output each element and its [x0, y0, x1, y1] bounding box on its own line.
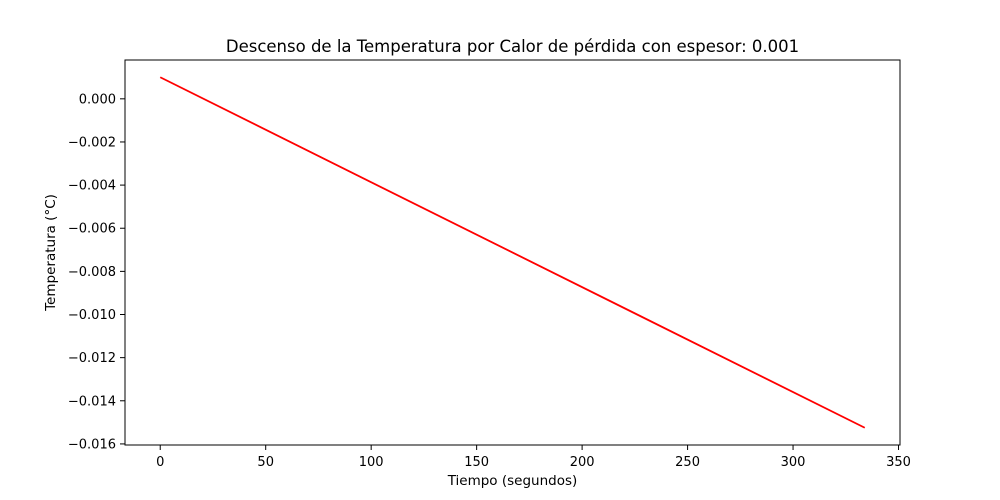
y-tick-label: −0.008 — [68, 265, 116, 280]
y-tick-label: −0.002 — [68, 135, 116, 150]
x-axis-title: Tiempo (segundos) — [447, 473, 578, 489]
y-tick-label: −0.010 — [68, 308, 116, 323]
x-tick-label: 350 — [886, 455, 911, 470]
plot-area — [124, 59, 901, 446]
chart-title: Descenso de la Temperatura por Calor de … — [226, 37, 799, 56]
x-tick-label: 200 — [570, 455, 595, 470]
x-axis-ticks: 0 50 100 150 200 250 300 350 — [156, 445, 911, 470]
y-tick-label: 0.000 — [79, 92, 116, 107]
x-tick-label: 50 — [257, 455, 274, 470]
y-tick-label: −0.012 — [68, 351, 116, 366]
y-tick-label: −0.004 — [68, 179, 116, 194]
x-tick-label: 0 — [156, 455, 164, 470]
y-tick-label: −0.014 — [68, 394, 116, 409]
y-tick-label: −0.006 — [68, 222, 116, 237]
x-tick-label: 150 — [464, 455, 489, 470]
x-tick-label: 100 — [359, 455, 384, 470]
x-tick-label: 300 — [781, 455, 806, 470]
series-layer — [159, 76, 866, 429]
x-tick-label: 250 — [675, 455, 700, 470]
plot-frame — [124, 59, 901, 446]
y-tick-label: −0.016 — [68, 437, 116, 452]
series-line-0 — [159, 76, 866, 429]
y-axis-ticks: 0.000 −0.002 −0.004 −0.006 −0.008 −0.010 −0.01… — [68, 92, 125, 452]
y-axis-title: Temperatura (°C) — [43, 194, 59, 312]
